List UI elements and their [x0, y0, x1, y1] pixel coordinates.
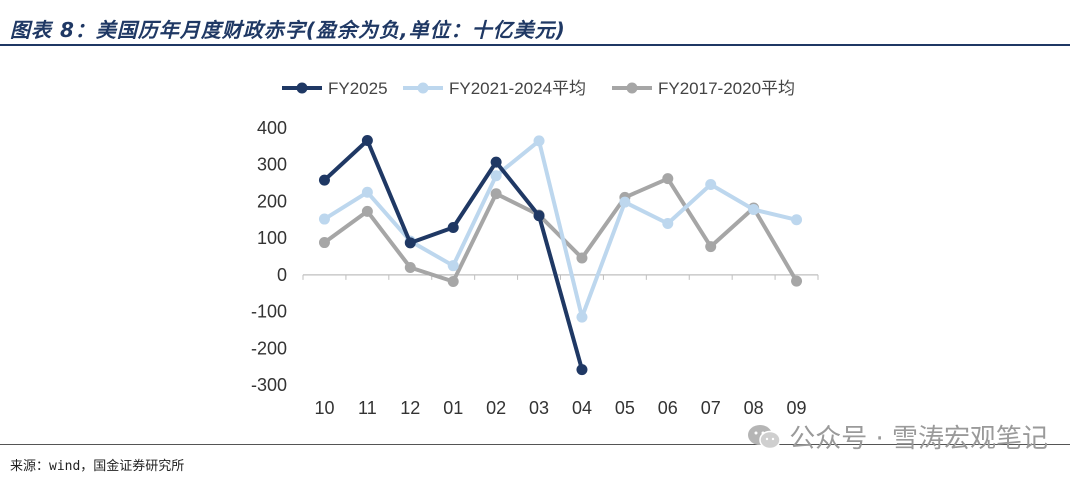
x-tick-label: 10	[314, 398, 334, 418]
axes: 400 300 200 100 0 -100 -200 -300 10 11 12 01 02 03 04 0…	[251, 118, 819, 418]
data-point	[705, 241, 717, 253]
x-tick-label: 05	[615, 398, 635, 418]
x-tick-label: 02	[486, 398, 506, 418]
data-point	[791, 275, 803, 287]
legend: FY2025 FY2021-2024平均 FY2017-2020平均	[282, 79, 795, 98]
y-tick-label: 400	[257, 118, 287, 138]
data-point	[662, 217, 674, 229]
x-tick-label: 11	[358, 398, 377, 418]
y-tick-label: 200	[257, 191, 287, 211]
y-tick-label: -300	[251, 375, 287, 395]
data-point	[318, 174, 330, 186]
series-line	[323, 138, 584, 371]
data-point	[576, 364, 588, 376]
footer-divider	[0, 444, 1070, 445]
source-note: 来源：wind，国金证券研究所	[10, 459, 185, 474]
data-point	[447, 260, 459, 272]
x-tick-label: 09	[787, 398, 807, 418]
data-point	[748, 204, 760, 216]
x-tick-label: 12	[400, 398, 420, 418]
data-point	[533, 210, 545, 222]
x-tick-label: 06	[658, 398, 678, 418]
watermark-text: 公众号 · 雪涛宏观笔记	[789, 424, 1048, 454]
data-point	[404, 262, 416, 274]
data-point	[361, 186, 373, 198]
chart-title: 图表 8：美国历年月度财政赤字(盈余为负,单位：十亿美元)	[10, 18, 566, 42]
data-point	[662, 173, 674, 185]
data-point	[447, 275, 459, 287]
data-point	[576, 252, 588, 264]
legend-label: FY2021-2024平均	[449, 79, 586, 98]
data-point	[361, 134, 373, 146]
legend-swatch-marker	[417, 82, 429, 94]
data-point	[619, 196, 631, 208]
x-tick-label: 07	[701, 398, 721, 418]
data-point	[576, 311, 588, 323]
wechat-icon	[748, 424, 781, 449]
y-tick-label: -100	[251, 302, 287, 322]
legend-label: FY2025	[328, 79, 388, 98]
data-point	[404, 237, 416, 249]
data-point	[490, 156, 502, 168]
legend-label: FY2017-2020平均	[658, 79, 795, 98]
series-group	[318, 134, 803, 376]
title-divider	[0, 44, 1070, 46]
data-point	[705, 179, 717, 191]
legend-swatch-marker	[626, 82, 638, 94]
data-point	[447, 221, 459, 233]
y-tick-label: 300	[257, 155, 287, 175]
watermark: 公众号 · 雪涛宏观笔记	[747, 418, 1048, 455]
legend-swatch-marker	[296, 82, 308, 94]
x-tick-label: 03	[529, 398, 549, 418]
x-tick-label: 04	[572, 398, 592, 418]
y-tick-label: -200	[251, 338, 287, 358]
data-point	[318, 213, 330, 225]
data-point	[361, 205, 373, 217]
data-point	[318, 237, 330, 249]
x-tick-label: 01	[443, 398, 463, 418]
data-point	[533, 135, 545, 147]
y-tick-label: 0	[277, 265, 287, 285]
data-point	[490, 188, 502, 200]
data-point	[490, 170, 502, 182]
series-line	[323, 138, 797, 320]
data-point	[791, 214, 803, 226]
x-tick-label: 08	[744, 398, 764, 418]
y-tick-label: 100	[257, 228, 287, 248]
